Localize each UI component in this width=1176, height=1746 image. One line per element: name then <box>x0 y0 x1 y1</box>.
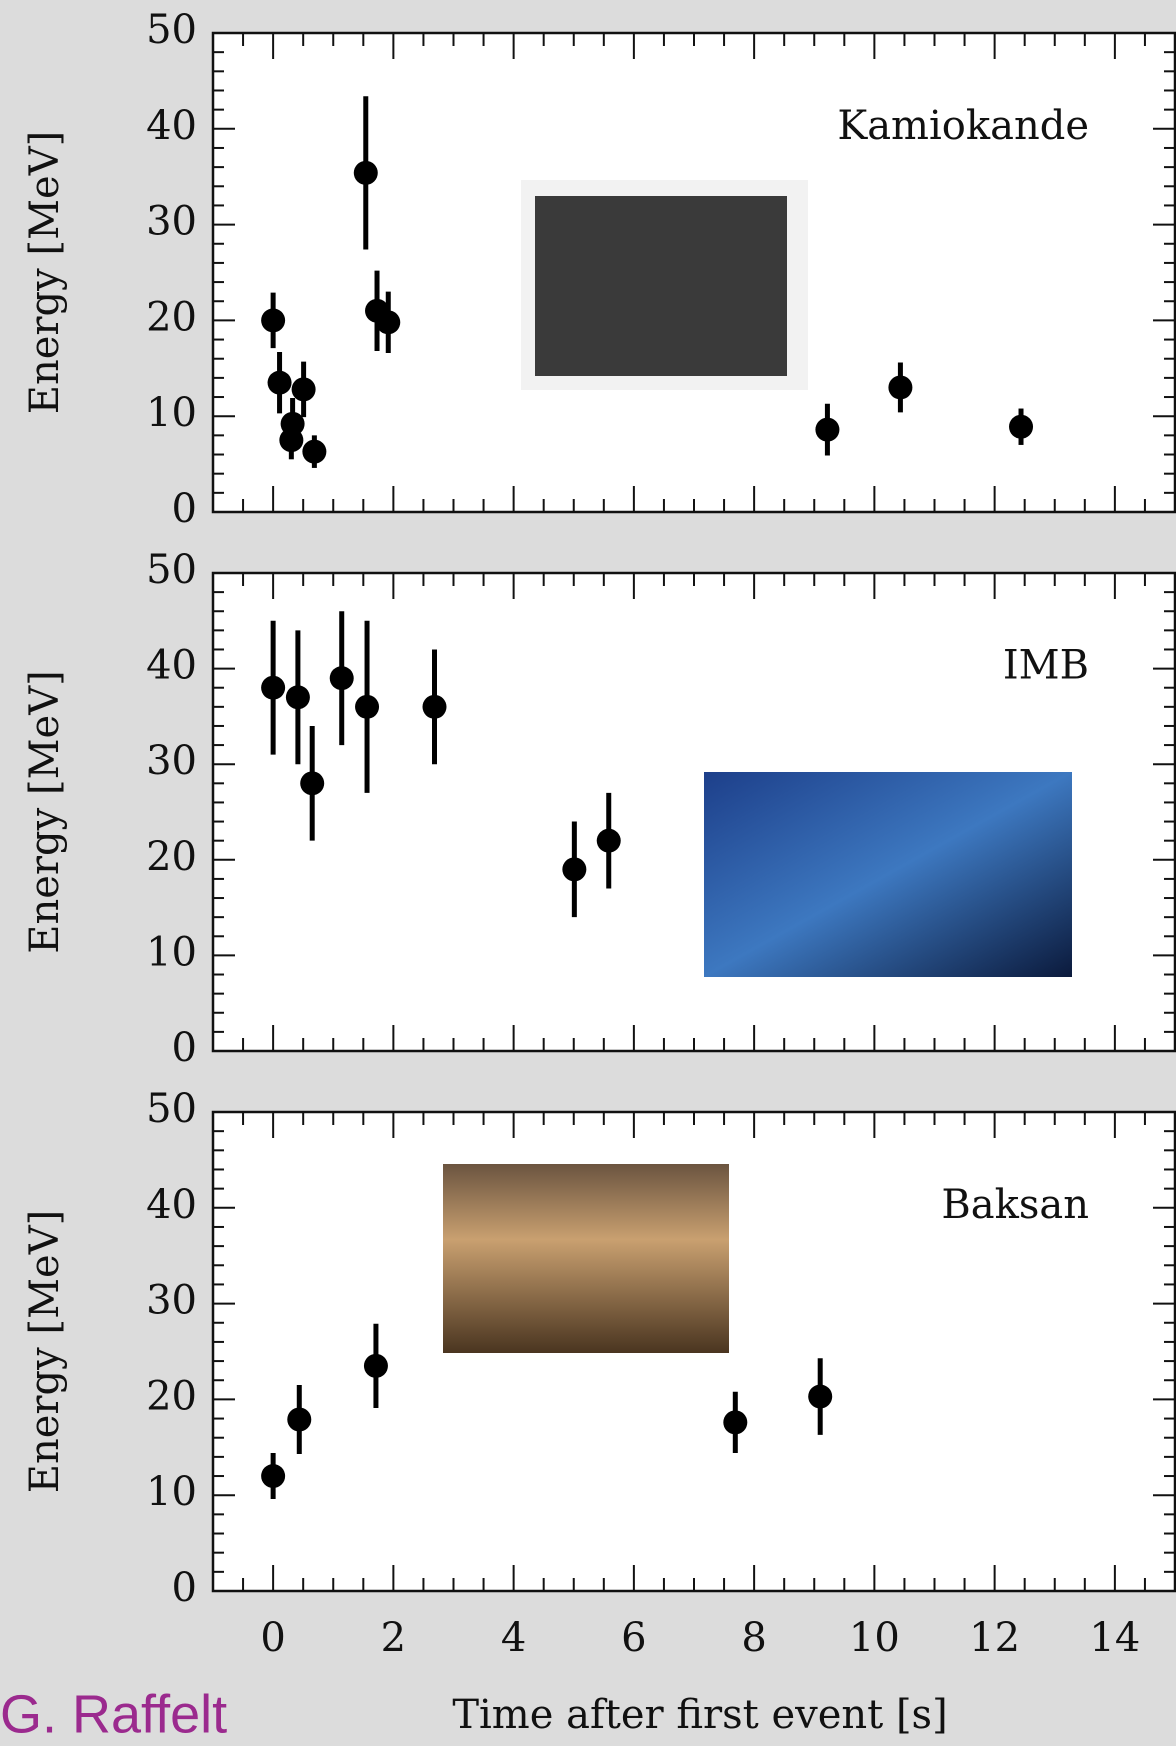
data-point <box>376 310 401 335</box>
panel-label: Baksan <box>941 1182 1089 1228</box>
x-tick-label: 6 <box>621 1615 646 1661</box>
data-point <box>285 685 310 710</box>
y-tick-label: 50 <box>146 7 197 53</box>
data-point <box>302 439 327 464</box>
data-point <box>261 1464 286 1489</box>
data-point <box>329 666 354 691</box>
data-point <box>300 771 325 796</box>
y-tick-label: 50 <box>146 547 197 593</box>
data-point <box>1009 414 1034 439</box>
data-point <box>808 1384 833 1409</box>
data-point <box>815 417 840 442</box>
y-tick-label: 50 <box>146 1086 197 1132</box>
x-tick-label: 14 <box>1089 1615 1140 1661</box>
y-tick-label: 20 <box>146 1373 197 1419</box>
y-tick-label: 30 <box>146 199 197 245</box>
data-point <box>422 694 447 719</box>
data-point <box>287 1407 312 1432</box>
y-tick-label: 20 <box>146 294 197 340</box>
x-tick-label: 12 <box>969 1615 1020 1661</box>
y-tick-label: 10 <box>146 1469 197 1515</box>
y-tick-label: 0 <box>172 1565 197 1611</box>
detector-photo <box>704 772 1072 977</box>
data-point <box>363 1353 388 1378</box>
y-tick-label: 10 <box>146 390 197 436</box>
detector-photo <box>535 196 787 376</box>
x-tick-label: 10 <box>849 1615 900 1661</box>
y-axis-label: Energy [MeV] <box>22 131 68 414</box>
y-tick-label: 10 <box>146 929 197 975</box>
y-tick-label: 30 <box>146 738 197 784</box>
data-point <box>291 377 316 402</box>
y-tick-label: 0 <box>172 1025 197 1071</box>
credit: G. Raffelt <box>0 1684 227 1744</box>
data-point <box>596 828 621 853</box>
x-axis-label: Time after first event [s] <box>452 1692 947 1738</box>
data-point <box>261 308 286 333</box>
data-point <box>355 694 380 719</box>
y-axis-label: Energy [MeV] <box>22 1210 68 1493</box>
data-point <box>353 160 378 185</box>
x-tick-label: 2 <box>381 1615 406 1661</box>
x-tick-label: 8 <box>741 1615 766 1661</box>
y-tick-label: 0 <box>172 486 197 532</box>
detector-photo <box>443 1164 729 1353</box>
x-tick-label: 4 <box>501 1615 526 1661</box>
data-point <box>888 375 913 400</box>
y-tick-label: 30 <box>146 1278 197 1324</box>
y-tick-label: 40 <box>146 1182 197 1228</box>
panel-label: Kamiokande <box>837 103 1089 149</box>
data-point <box>562 857 587 882</box>
y-axis-label: Energy [MeV] <box>22 670 68 953</box>
y-tick-label: 40 <box>146 643 197 689</box>
data-point <box>280 411 305 436</box>
y-tick-label: 20 <box>146 834 197 880</box>
x-tick-label: 0 <box>260 1615 285 1661</box>
y-tick-label: 40 <box>146 103 197 149</box>
panel-label: IMB <box>1003 643 1089 689</box>
data-point <box>267 370 292 395</box>
data-point <box>723 1410 748 1435</box>
data-point <box>261 675 286 700</box>
